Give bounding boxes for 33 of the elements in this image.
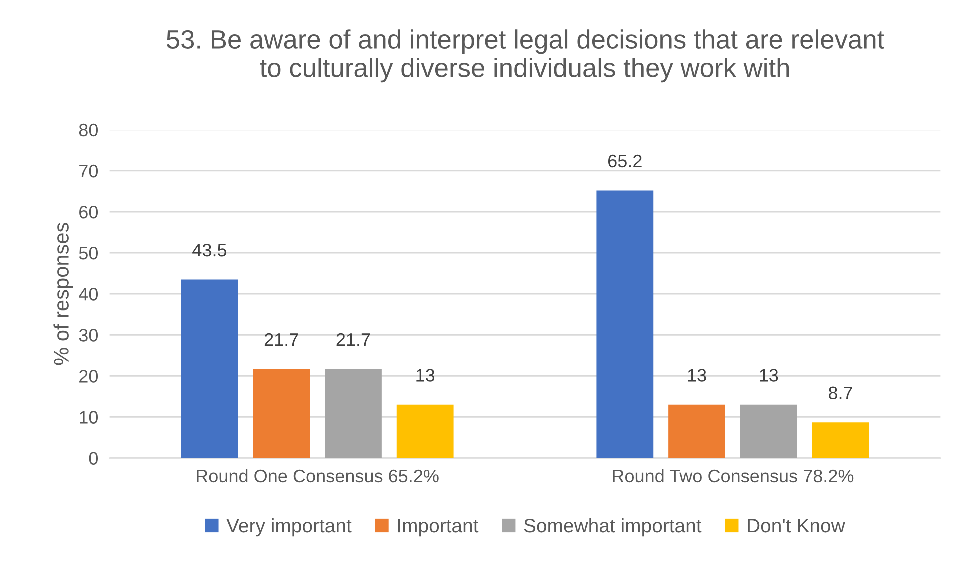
legend-label: Very important [226,518,352,537]
data-label: 8.7 [829,386,852,400]
bar [596,190,654,458]
x-tick-label: Round Two Consensus 78.2% [613,469,854,483]
data-label: 21.7 [264,333,298,346]
y-tick-label: 10 [80,411,98,424]
y-tick-label: 20 [80,370,98,383]
y-tick-label: 50 [79,247,98,260]
data-label: 13 [760,369,778,382]
y-tick-label: 0 [89,452,98,465]
y-tick-label: 80 [79,124,98,137]
data-label: 13 [688,369,706,382]
y-axis-title: % of responses [54,223,74,366]
bar [181,280,238,458]
x-tick-label: Round One Consensus 65.2% [197,469,439,483]
bar [253,369,310,458]
legend-label: Don't Know [748,519,846,533]
legend-label: Important [398,519,479,537]
y-tick-label: 60 [80,206,98,219]
bar [325,369,382,458]
data-label: 65.2 [608,154,642,168]
data-label: 43.5 [192,244,227,257]
y-tick-label: 70 [80,164,98,178]
data-label: 21.7 [336,333,370,346]
y-tick-label: 40 [79,288,98,301]
y-tick-label: 30 [79,329,98,342]
chart-title: 53. Be aware of and interpret legal decisions that are relevant to culturally diverse individuals they work with [166,30,884,83]
bar [668,404,726,458]
bar [740,404,798,458]
legend-label: Somewhat important [524,518,702,537]
bar [396,404,454,458]
data-label: 13 [416,369,435,382]
bar [812,422,870,458]
